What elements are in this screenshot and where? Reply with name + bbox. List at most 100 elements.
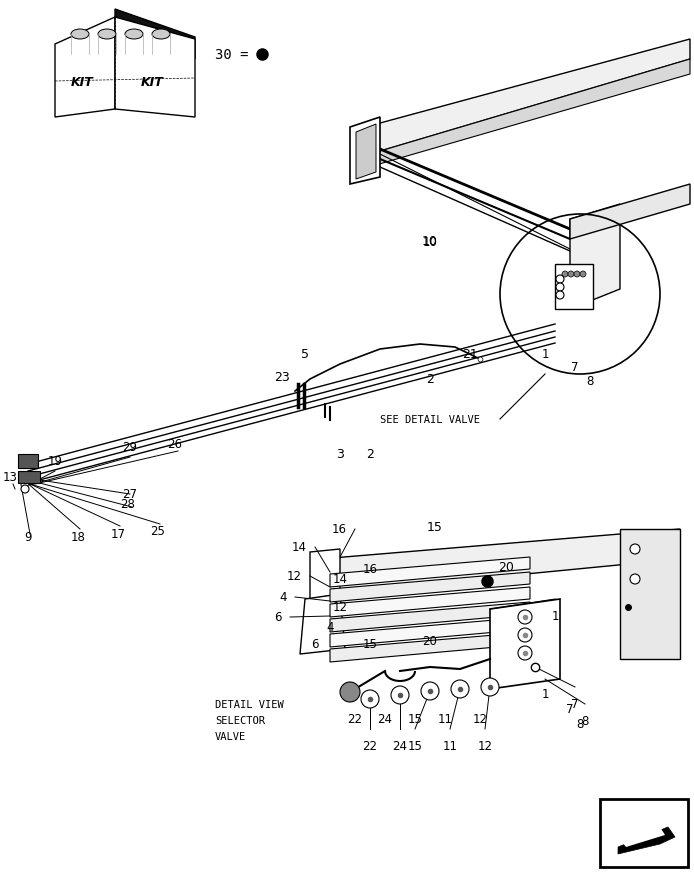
Polygon shape (570, 185, 690, 239)
Text: SEE DETAIL VALVE: SEE DETAIL VALVE (380, 415, 480, 424)
Text: 14: 14 (332, 573, 348, 586)
Ellipse shape (125, 30, 143, 40)
Text: 13: 13 (3, 471, 17, 484)
Polygon shape (330, 632, 530, 662)
Text: 20: 20 (423, 635, 437, 648)
Text: 21: 21 (462, 348, 478, 361)
Circle shape (518, 610, 532, 624)
Text: 4: 4 (326, 621, 334, 634)
Text: 12: 12 (473, 713, 487, 725)
Text: 12: 12 (332, 601, 348, 614)
Text: 8: 8 (576, 717, 584, 731)
Polygon shape (356, 125, 376, 180)
Circle shape (518, 646, 532, 660)
Text: 2: 2 (426, 373, 434, 386)
Text: 29: 29 (123, 441, 137, 454)
Ellipse shape (152, 30, 170, 40)
Text: KIT: KIT (141, 75, 163, 89)
Circle shape (481, 678, 499, 696)
Text: 17: 17 (110, 528, 126, 541)
Polygon shape (330, 602, 530, 632)
Text: 26: 26 (167, 438, 183, 451)
Bar (600, 799, 688, 867)
Polygon shape (115, 18, 195, 118)
Text: 1: 1 (551, 610, 559, 623)
Circle shape (340, 682, 360, 702)
Text: 3: 3 (336, 448, 344, 461)
Text: 30 =: 30 = (215, 48, 248, 62)
Text: 15: 15 (362, 638, 378, 651)
Polygon shape (55, 18, 115, 118)
Text: DETAIL VIEW: DETAIL VIEW (215, 699, 284, 709)
Text: 9: 9 (24, 531, 32, 544)
Text: 11: 11 (443, 739, 457, 752)
Circle shape (630, 574, 640, 584)
Circle shape (580, 272, 586, 278)
Polygon shape (350, 118, 380, 185)
Text: SELECTOR: SELECTOR (215, 715, 265, 725)
Text: 18: 18 (71, 531, 85, 544)
Text: 15: 15 (407, 713, 423, 725)
Polygon shape (358, 40, 690, 158)
Text: 22: 22 (348, 713, 362, 725)
Text: 24: 24 (378, 713, 393, 725)
Text: 24: 24 (393, 739, 407, 752)
Text: 5: 5 (301, 348, 309, 361)
Circle shape (361, 690, 379, 709)
Bar (18, 454, 38, 468)
Circle shape (518, 628, 532, 642)
Text: 12: 12 (477, 739, 493, 752)
Polygon shape (330, 558, 530, 588)
Polygon shape (360, 60, 690, 170)
Circle shape (556, 292, 564, 300)
Circle shape (630, 545, 640, 554)
Text: 16: 16 (362, 563, 378, 576)
Text: 7: 7 (571, 697, 579, 710)
Text: VALVE: VALVE (215, 731, 246, 741)
Text: 8: 8 (582, 714, 589, 727)
Text: 19: 19 (47, 455, 62, 468)
Text: 25: 25 (151, 525, 165, 538)
Circle shape (574, 272, 580, 278)
Text: 6: 6 (275, 610, 282, 624)
Bar (18, 472, 40, 483)
Text: 23: 23 (274, 371, 290, 384)
Polygon shape (310, 549, 340, 599)
Circle shape (556, 275, 564, 283)
Text: 6: 6 (311, 638, 319, 651)
Circle shape (421, 682, 439, 700)
Text: 14: 14 (292, 541, 307, 554)
Text: 28: 28 (121, 498, 135, 511)
Text: 2: 2 (366, 448, 374, 461)
Polygon shape (320, 530, 680, 595)
Circle shape (562, 272, 568, 278)
Text: 7: 7 (566, 702, 574, 716)
Polygon shape (622, 827, 665, 847)
Text: 12: 12 (287, 570, 302, 583)
Polygon shape (330, 573, 530, 602)
Circle shape (556, 283, 564, 292)
Polygon shape (490, 599, 560, 689)
Text: 11: 11 (437, 713, 452, 725)
Circle shape (391, 686, 409, 704)
Text: 1: 1 (541, 688, 549, 701)
Text: 27: 27 (123, 488, 137, 501)
Polygon shape (570, 204, 620, 310)
Polygon shape (618, 827, 675, 854)
Bar (555, 265, 593, 310)
Text: 15: 15 (407, 739, 423, 752)
Polygon shape (330, 617, 530, 647)
Polygon shape (620, 530, 680, 660)
Text: KIT: KIT (71, 75, 94, 89)
Text: 16: 16 (332, 523, 347, 536)
Text: 8: 8 (586, 375, 593, 388)
Text: 10: 10 (422, 235, 438, 248)
Polygon shape (300, 595, 345, 654)
Text: 20: 20 (498, 561, 514, 574)
Text: 4: 4 (280, 591, 287, 603)
Text: 10: 10 (423, 236, 437, 249)
Circle shape (568, 272, 574, 278)
Ellipse shape (98, 30, 116, 40)
Circle shape (451, 681, 469, 698)
Text: 7: 7 (571, 361, 579, 374)
